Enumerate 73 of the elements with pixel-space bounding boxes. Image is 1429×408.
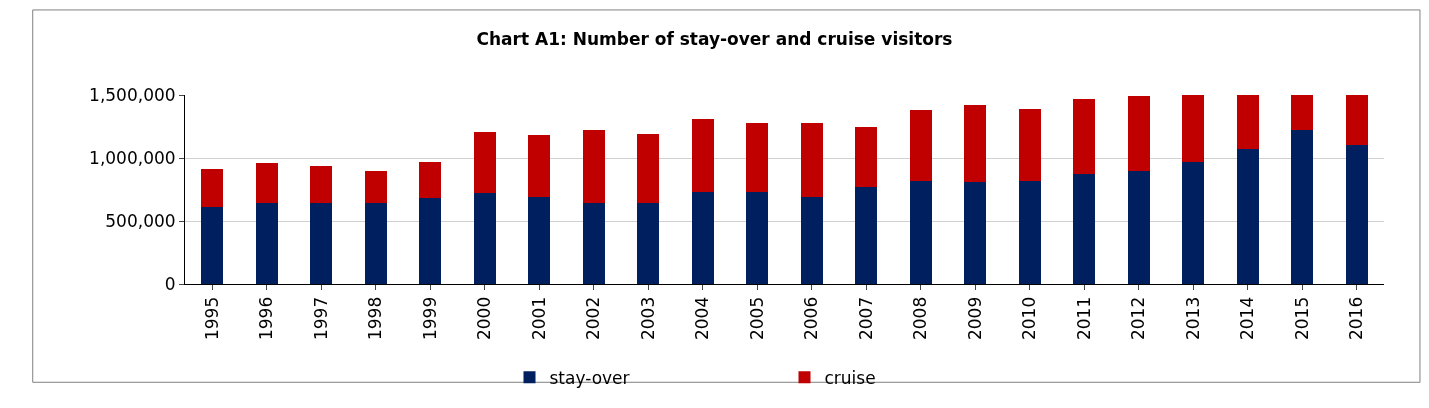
bar [855, 126, 878, 187]
bar [255, 203, 278, 284]
bar [800, 122, 823, 198]
bar [964, 181, 987, 284]
bar [201, 207, 224, 284]
y-tick-label: 1,000,000 [89, 147, 176, 168]
bar [691, 192, 714, 284]
bar [1182, 161, 1205, 284]
x-tick-label: 2002 [583, 296, 604, 341]
bar [909, 110, 932, 181]
x-tick-label: 2007 [855, 296, 876, 341]
x-tick-label: 2000 [474, 296, 495, 341]
y-tick-label: 0 [164, 273, 176, 294]
bar [1018, 108, 1041, 181]
x-tick-label: 2011 [1073, 296, 1094, 341]
legend-label: cruise [824, 367, 876, 388]
y-tick-label: 500,000 [105, 210, 176, 231]
bar [746, 122, 769, 193]
bar [582, 130, 605, 204]
bar [310, 165, 333, 204]
bar [419, 198, 442, 284]
bar [310, 203, 333, 284]
x-tick-label: 2005 [746, 296, 767, 341]
bar [1345, 95, 1368, 146]
bar [691, 118, 714, 193]
bar [637, 203, 660, 284]
x-tick-label: 2010 [1019, 296, 1040, 341]
x-tick-label: 1995 [201, 296, 222, 341]
bar [419, 161, 442, 199]
bar [1236, 95, 1259, 150]
bar [364, 170, 387, 204]
x-tick-label: 2006 [801, 296, 822, 341]
bar [1127, 170, 1150, 284]
x-tick-label: 2008 [910, 296, 931, 341]
bar [364, 203, 387, 284]
bar [746, 192, 769, 284]
x-tick-label: 2009 [964, 296, 985, 341]
bar [855, 186, 878, 284]
y-tick-label: 1,500,000 [89, 84, 176, 105]
bar [201, 169, 224, 208]
bar [1073, 98, 1096, 175]
chart-title: Chart A1: Number of stay-over and cruise visitors [476, 28, 953, 49]
bar [1236, 149, 1259, 284]
bar [800, 197, 823, 284]
bar [1182, 95, 1205, 162]
bar [582, 203, 605, 284]
bar [1291, 95, 1314, 131]
x-tick-label: 2016 [1346, 296, 1367, 341]
x-tick-label: 2014 [1237, 296, 1258, 341]
bar [1345, 145, 1368, 284]
x-tick-label: 2012 [1128, 296, 1149, 341]
bar [528, 135, 551, 198]
x-tick-label: 2013 [1182, 296, 1203, 341]
bar [255, 163, 278, 204]
bar [1127, 96, 1150, 171]
x-tick-label: 1997 [310, 296, 331, 341]
x-tick-label: 1999 [419, 296, 440, 341]
x-tick-label: 2015 [1291, 296, 1312, 341]
bar [1073, 174, 1096, 284]
x-tick-label: 2004 [692, 296, 713, 341]
x-tick-label: 2003 [637, 296, 658, 341]
legend-label: stay-over [549, 367, 630, 388]
x-tick-label: 1998 [365, 296, 386, 341]
bar [964, 105, 987, 182]
bar [473, 131, 496, 194]
x-tick-label: 1996 [256, 296, 277, 341]
bar [637, 134, 660, 204]
bar [909, 180, 932, 284]
bar [528, 197, 551, 284]
x-tick-label: 2001 [528, 296, 549, 341]
bar [1291, 130, 1314, 284]
bar [473, 193, 496, 284]
bar [1018, 180, 1041, 284]
